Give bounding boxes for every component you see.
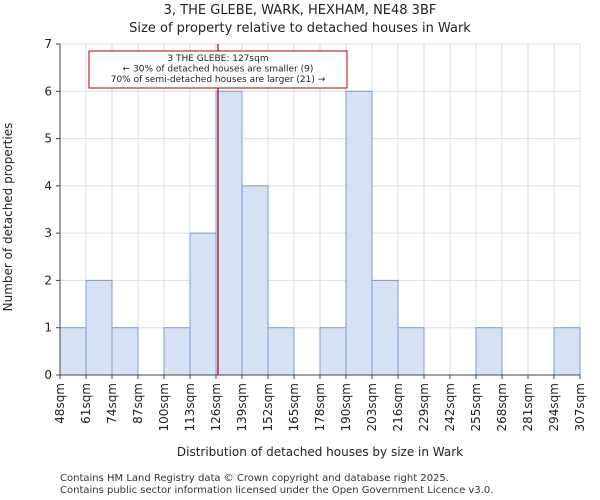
histogram-bar [319, 327, 347, 376]
footer-line-2: Contains public sector information licen… [60, 485, 494, 496]
y-tick-label: 0 [44, 368, 52, 382]
chart-subtitle: Size of property relative to detached ho… [129, 21, 471, 36]
x-tick-label: 307sqm [573, 383, 587, 431]
footer-line-1: Contains HM Land Registry data © Crown c… [60, 473, 449, 484]
histogram-bar [371, 279, 399, 376]
y-tick-label: 4 [44, 179, 52, 193]
x-tick-label: 255sqm [469, 383, 483, 431]
y-tick-label: 5 [44, 132, 52, 146]
x-tick-label: 87sqm [131, 383, 145, 424]
x-tick-label: 229sqm [417, 383, 431, 431]
y-tick-label: 3 [44, 226, 52, 240]
x-tick-label: 126sqm [209, 383, 223, 431]
histogram-bar [345, 90, 373, 376]
y-tick-label: 6 [44, 84, 52, 98]
histogram-bar [59, 327, 87, 376]
x-tick-label: 48sqm [53, 383, 67, 424]
x-tick-label: 165sqm [287, 383, 301, 431]
histogram-bar [397, 327, 425, 376]
y-tick-label: 7 [44, 37, 52, 51]
histogram-bar [267, 327, 295, 376]
y-tick-label: 2 [44, 273, 52, 287]
x-tick-label: 178sqm [313, 383, 327, 431]
x-tick-label: 242sqm [443, 383, 457, 431]
x-tick-label: 281sqm [521, 383, 535, 431]
x-tick-label: 216sqm [391, 383, 405, 431]
x-tick-label: 139sqm [235, 383, 249, 431]
histogram-bar [553, 327, 581, 376]
x-tick-label: 100sqm [157, 383, 171, 431]
histogram-bar [475, 327, 503, 376]
x-axis-label: Distribution of detached houses by size … [176, 445, 464, 459]
histogram-bar [189, 232, 217, 376]
x-tick-label: 74sqm [105, 383, 119, 424]
x-tick-label: 294sqm [547, 383, 561, 431]
x-tick-label: 203sqm [365, 383, 379, 431]
histogram-bar [163, 327, 191, 376]
annotation-text: 70% of semi-detached houses are larger (… [111, 75, 326, 85]
x-tick-label: 113sqm [183, 383, 197, 431]
x-tick-label: 190sqm [339, 383, 353, 431]
y-axis-label: Number of detached properties [1, 122, 15, 312]
y-tick-label: 1 [44, 321, 52, 335]
x-tick-label: 268sqm [495, 383, 509, 431]
chart-title: 3, THE GLEBE, WARK, HEXHAM, NE48 3BF [163, 3, 437, 18]
histogram-bar [85, 279, 113, 376]
histogram-bar [215, 90, 243, 376]
histogram-bar [111, 327, 139, 376]
x-tick-label: 61sqm [79, 383, 93, 424]
annotation-box [88, 50, 348, 89]
histogram-bar [241, 185, 269, 376]
x-tick-label: 152sqm [261, 383, 275, 431]
annotation-text: 3 THE GLEBE: 127sqm [167, 54, 268, 64]
annotation-text: ← 30% of detached houses are smaller (9) [123, 65, 314, 75]
